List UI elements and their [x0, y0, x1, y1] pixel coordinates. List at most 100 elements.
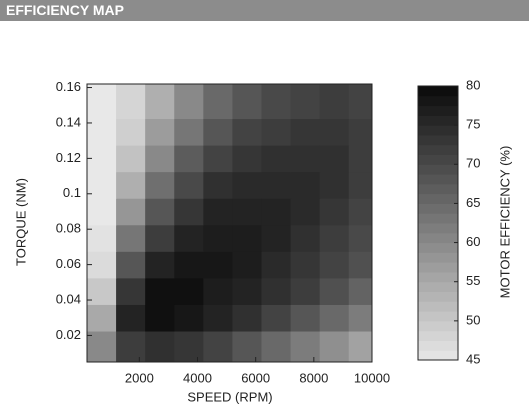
colorbar-tick-label: 70 [466, 156, 480, 171]
colorbar-band [418, 242, 458, 253]
colorbar-band [418, 183, 458, 195]
heat-cell [319, 224, 350, 252]
colorbar-band [418, 193, 458, 204]
heat-cell [174, 251, 204, 279]
heat-cell [232, 304, 262, 332]
colorbar-band [418, 115, 458, 126]
colorbar-band [418, 134, 458, 146]
heat-cell [348, 118, 373, 146]
heat-cell [290, 118, 321, 146]
heat-cell [319, 145, 350, 173]
colorbar-band [418, 291, 458, 302]
heat-cell [348, 84, 373, 120]
heat-cell [290, 331, 321, 363]
heat-cell [145, 198, 175, 226]
heat-cell [174, 145, 204, 173]
heat-cell [116, 171, 146, 199]
colorbar-band [418, 252, 458, 263]
heat-cell [319, 277, 350, 305]
heat-cell [174, 277, 204, 305]
colorbar-band [418, 320, 458, 332]
heat-cell [232, 224, 262, 252]
heat-cell [290, 251, 321, 279]
heat-cell [348, 224, 373, 252]
heat-cell [116, 84, 146, 120]
heat-cell [203, 118, 233, 146]
colorbar-band [418, 203, 458, 214]
heat-cell [261, 224, 292, 252]
heat-cell [232, 277, 262, 305]
heat-cell [232, 118, 262, 146]
x-tick-label: 6000 [241, 370, 270, 385]
colorbar-label: MOTOR EFFICIENCY (%) [497, 146, 512, 299]
colorbar-band [418, 105, 458, 116]
heat-cell [174, 198, 204, 226]
x-tick-label: 4000 [183, 370, 212, 385]
heat-cell [116, 277, 146, 305]
heat-cell [261, 84, 292, 120]
heat-cell [174, 331, 204, 363]
colorbar-band [418, 311, 458, 322]
colorbar-band [418, 174, 458, 185]
plot-frame [86, 83, 373, 363]
heat-cell [174, 304, 204, 332]
heat-cell [348, 251, 373, 279]
heat-cell [232, 171, 262, 199]
heat-cell [319, 331, 350, 363]
heat-cell [116, 304, 146, 332]
heat-cell [203, 198, 233, 226]
y-tick-label: 0.1 [63, 185, 81, 200]
colorbar-tick-label: 65 [466, 195, 480, 210]
heat-cell [116, 145, 146, 173]
heat-cell [145, 118, 175, 146]
colorbar-tick-label: 50 [466, 312, 480, 327]
heat-cell [87, 171, 117, 199]
heat-cell [232, 145, 262, 173]
x-tick-label: 2000 [125, 370, 154, 385]
heat-cell [116, 224, 146, 252]
colorbar-band [418, 223, 458, 234]
heat-cell [290, 171, 321, 199]
heat-cell [261, 304, 292, 332]
heat-cell [203, 331, 233, 363]
heat-cell [116, 118, 146, 146]
colorbar-band [418, 125, 458, 136]
colorbar-tick-label: 55 [466, 273, 480, 288]
y-tick-label: 0.12 [56, 150, 81, 165]
y-tick-label: 0.02 [56, 327, 81, 342]
heat-cell [232, 84, 262, 120]
heat-cell [348, 277, 373, 305]
heat-cell [87, 84, 117, 120]
heat-cell [174, 84, 204, 120]
heat-cell [203, 277, 233, 305]
heat-cell [232, 198, 262, 226]
heat-cell [203, 145, 233, 173]
heat-cell [145, 171, 175, 199]
heat-cell [261, 118, 292, 146]
heat-cell [261, 331, 292, 363]
heat-cell [203, 304, 233, 332]
y-tick-label: 0.04 [56, 291, 81, 306]
heat-cell [261, 198, 292, 226]
colorbar-band [418, 164, 458, 175]
x-tick-label: 8000 [299, 370, 328, 385]
heat-cell [290, 304, 321, 332]
colorbar-band [418, 213, 458, 224]
colorbar-band [418, 262, 458, 273]
heat-cell [174, 118, 204, 146]
heat-cell [348, 171, 373, 199]
heat-cell [203, 224, 233, 252]
y-axis-label: TORQUE (NM) [13, 178, 28, 266]
heat-cell [319, 198, 350, 226]
heat-cell [203, 171, 233, 199]
colorbar-tick-label: 75 [466, 117, 480, 132]
heat-cell [116, 251, 146, 279]
heat-cell [348, 198, 373, 226]
heat-cell [203, 251, 233, 279]
heat-cell [319, 84, 350, 120]
heat-cell [232, 331, 262, 363]
heat-cell [87, 331, 117, 363]
colorbar-band [418, 301, 458, 312]
heat-cell [145, 84, 175, 120]
heat-cell [290, 198, 321, 226]
